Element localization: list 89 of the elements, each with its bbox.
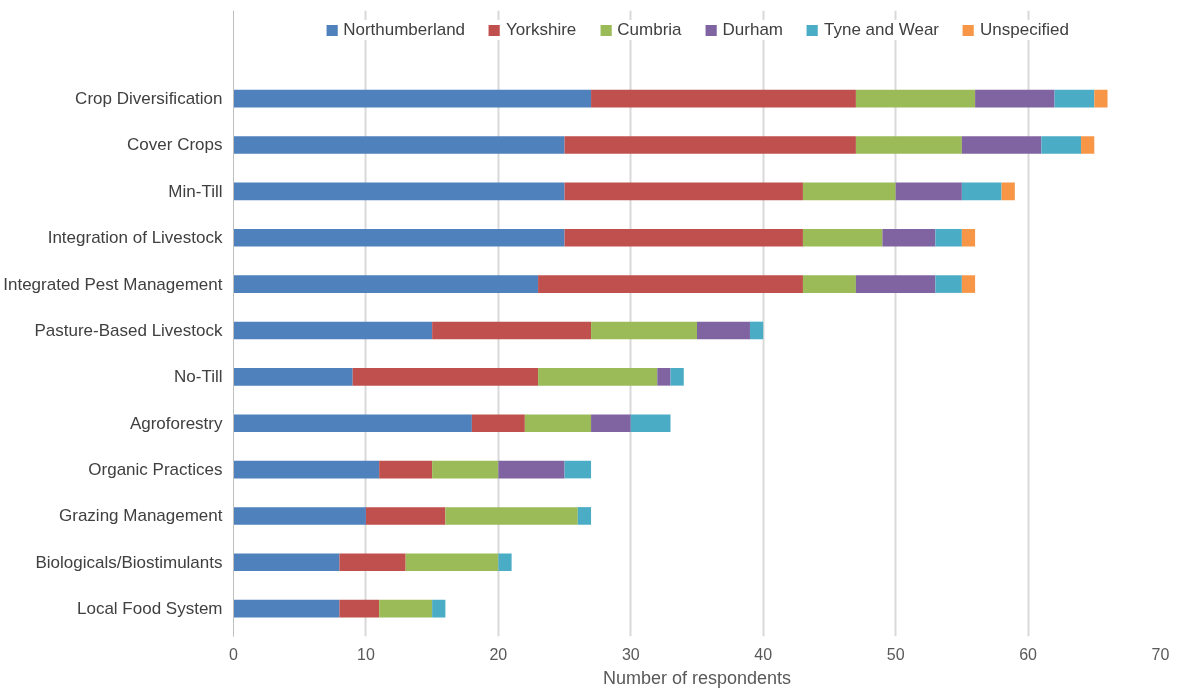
bar	[564, 136, 856, 154]
bar	[749, 321, 764, 340]
y-tick-label: No-Till	[174, 367, 223, 387]
bar	[538, 275, 803, 293]
bar	[591, 414, 631, 433]
bar	[802, 228, 883, 247]
bar	[339, 599, 380, 618]
bar	[564, 228, 803, 247]
legend-label: Unspecified	[980, 20, 1069, 40]
y-tick-label: Min-Till	[168, 181, 223, 201]
bar	[975, 89, 1055, 108]
bar	[855, 275, 936, 293]
y-tick-label: Organic Practices	[88, 460, 223, 480]
bar	[591, 321, 697, 340]
y-tick-label: Agroforestry	[129, 413, 223, 433]
y-tick-label: Local Food System	[76, 599, 223, 619]
bar	[379, 599, 433, 618]
bar	[802, 182, 896, 201]
y-tick-label: Pasture-Based Livestock	[34, 320, 223, 340]
bar	[432, 460, 499, 479]
legend-label: Northumberland	[343, 20, 466, 40]
x-tick-label: 40	[754, 645, 773, 663]
bar	[961, 136, 1042, 154]
bar	[895, 182, 962, 201]
bar	[657, 368, 671, 386]
bar	[233, 89, 592, 108]
y-tick-label: Biologicals/Biostimulants	[35, 552, 223, 572]
bar	[352, 368, 539, 386]
bar	[432, 599, 446, 618]
bar	[498, 553, 512, 572]
y-tick-label: Grazing Management	[59, 506, 223, 526]
bar	[233, 414, 472, 433]
bar	[524, 414, 592, 433]
bar	[630, 414, 671, 433]
bar	[1081, 136, 1095, 154]
bar	[1054, 89, 1095, 108]
x-tick-label: 30	[621, 645, 640, 663]
bar	[961, 228, 976, 247]
bar	[961, 182, 1002, 201]
x-tick-label: 10	[357, 645, 375, 663]
legend-label: Tyne and Wear	[824, 20, 940, 40]
bar	[855, 136, 962, 154]
bar	[233, 275, 539, 293]
bar	[233, 136, 565, 154]
bar	[233, 228, 565, 247]
bar	[432, 321, 592, 340]
bar	[697, 321, 750, 340]
x-tick-label: 60	[1019, 645, 1038, 663]
bar	[498, 460, 565, 479]
bar	[935, 275, 962, 293]
legend-label: Durham	[722, 20, 784, 40]
bar	[961, 275, 976, 293]
y-tick-label: Integration of Livestock	[47, 228, 223, 248]
bar	[1001, 182, 1015, 201]
bar	[233, 553, 340, 572]
bar	[538, 368, 658, 386]
bar	[935, 228, 962, 247]
bar	[445, 507, 578, 525]
bar	[855, 89, 976, 108]
bar	[882, 228, 936, 247]
bar	[802, 275, 856, 293]
y-tick-label: Crop Diversification	[75, 89, 223, 109]
bar	[379, 460, 433, 479]
bar	[564, 182, 803, 201]
bar	[233, 599, 340, 618]
bar	[233, 507, 366, 525]
bar	[365, 507, 446, 525]
legend-label: Cumbria	[617, 20, 682, 40]
bar	[405, 553, 499, 572]
bar	[591, 89, 856, 108]
bar	[471, 414, 525, 433]
x-tick-label: 0	[229, 645, 239, 663]
x-tick-label: 70	[1151, 645, 1170, 663]
bar	[233, 321, 433, 340]
y-tick-label: Integrated Pest Management	[3, 274, 223, 294]
bar	[233, 182, 565, 201]
x-tick-label: 20	[489, 645, 508, 663]
bar	[233, 460, 380, 479]
x-tick-label: 50	[886, 645, 905, 663]
bar	[339, 553, 406, 572]
bar	[233, 368, 353, 386]
bar	[1041, 136, 1082, 154]
legend-label: Yorkshire	[506, 20, 577, 40]
bar	[670, 368, 684, 386]
x-axis-title: Number of respondents	[602, 667, 792, 688]
bar	[1094, 89, 1108, 108]
bar	[564, 460, 592, 479]
bar	[577, 507, 592, 525]
y-tick-label: Cover Crops	[127, 135, 223, 155]
